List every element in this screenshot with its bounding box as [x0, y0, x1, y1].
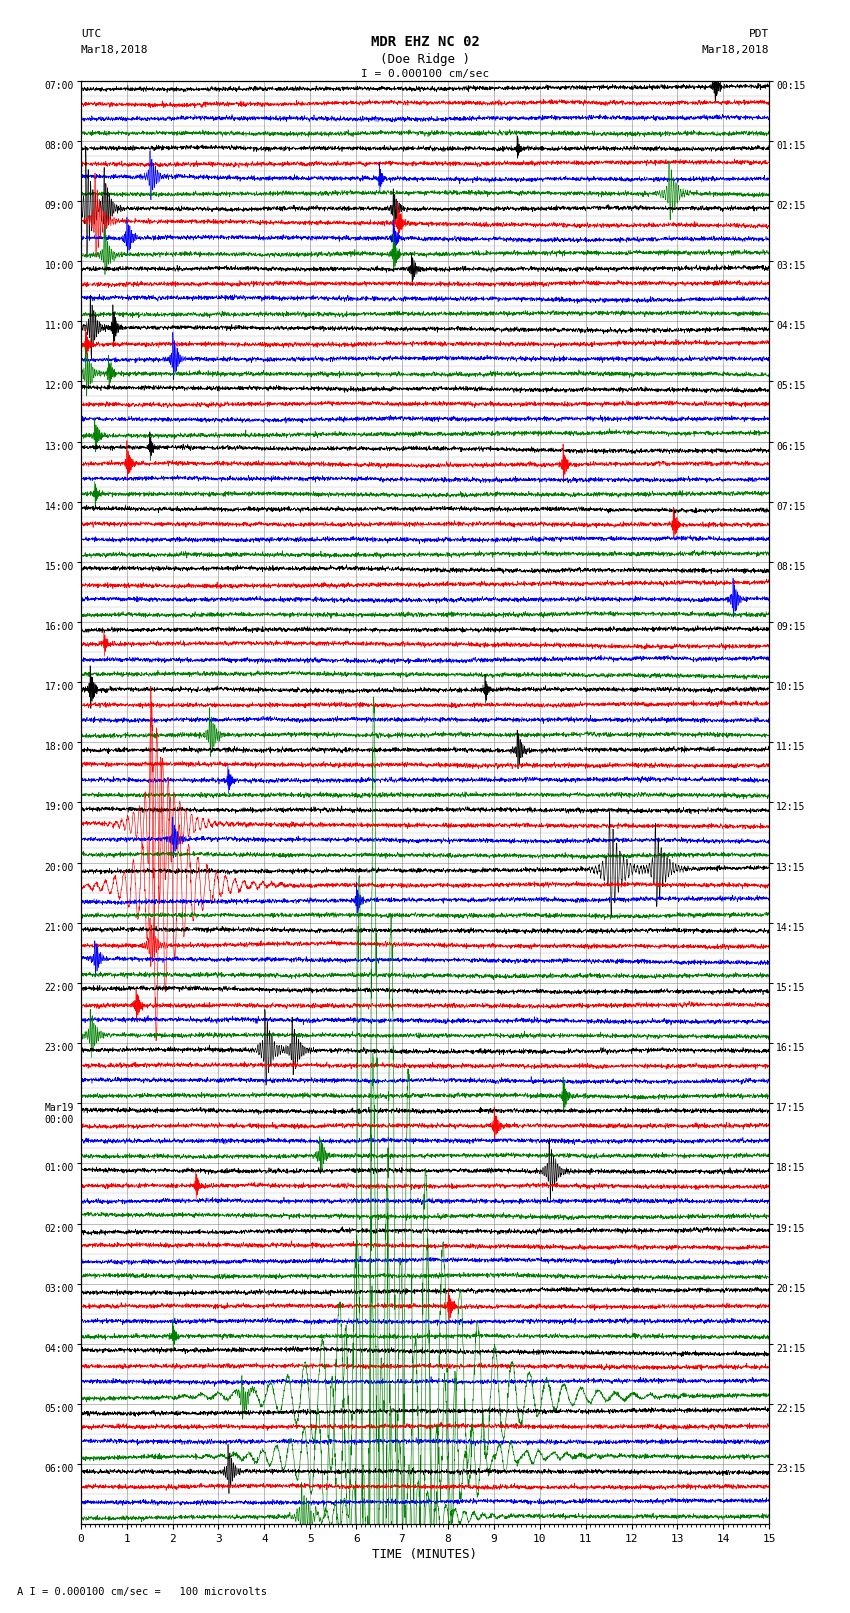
Text: Mar18,2018: Mar18,2018: [702, 45, 769, 55]
Text: A I = 0.000100 cm/sec =   100 microvolts: A I = 0.000100 cm/sec = 100 microvolts: [17, 1587, 267, 1597]
Text: MDR EHZ NC 02: MDR EHZ NC 02: [371, 35, 479, 50]
Text: (Doe Ridge ): (Doe Ridge ): [380, 53, 470, 66]
X-axis label: TIME (MINUTES): TIME (MINUTES): [372, 1548, 478, 1561]
Text: I = 0.000100 cm/sec: I = 0.000100 cm/sec: [361, 69, 489, 79]
Text: UTC: UTC: [81, 29, 101, 39]
Text: PDT: PDT: [749, 29, 769, 39]
Text: Mar18,2018: Mar18,2018: [81, 45, 148, 55]
